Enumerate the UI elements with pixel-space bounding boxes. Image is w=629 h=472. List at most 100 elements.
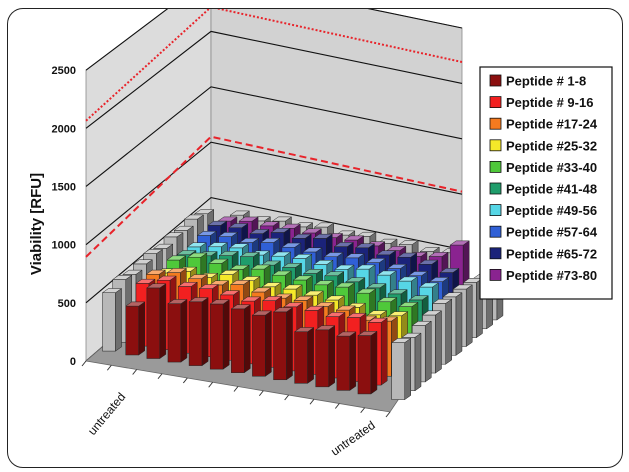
floor-tick bbox=[233, 386, 239, 392]
bar-top-face bbox=[272, 307, 294, 313]
legend: Peptide # 1-8 Peptide # 9-16 Peptide #17-2… bbox=[479, 66, 613, 300]
bar-top-face bbox=[312, 233, 334, 239]
bar-peptide-1-8-12 bbox=[357, 330, 378, 395]
legend-swatch bbox=[489, 268, 502, 281]
bar-top-face bbox=[198, 284, 220, 289]
bar-side-face bbox=[115, 288, 122, 352]
bar-peptide-1-8-4 bbox=[188, 297, 209, 367]
bar-top-face bbox=[261, 282, 282, 288]
bar-top-face bbox=[367, 317, 389, 323]
bar-top-face bbox=[386, 264, 408, 269]
bar-top-face bbox=[292, 275, 314, 281]
floor-tick bbox=[81, 360, 87, 367]
bar-top-face bbox=[407, 271, 429, 276]
bar-top-face bbox=[271, 270, 293, 276]
bar-top-face bbox=[324, 295, 346, 301]
gridline bbox=[85, 141, 463, 246]
bar-top-face bbox=[344, 253, 366, 259]
bar-side-face bbox=[159, 283, 167, 360]
bar-side-face bbox=[445, 298, 452, 365]
legend-box bbox=[479, 66, 613, 300]
bar-front-face bbox=[252, 314, 266, 377]
bar-peptide-1-8-1 bbox=[124, 301, 146, 356]
bar-top-face bbox=[375, 250, 397, 256]
bar-top-face bbox=[325, 312, 346, 317]
bar-peptide-1-8-11 bbox=[336, 331, 357, 391]
bar-side-face bbox=[307, 327, 314, 384]
bar-top-face bbox=[239, 252, 261, 257]
chart-frame: 0 500 1000 1500 2000 2500 Viability [RFU] unt… bbox=[7, 8, 623, 468]
bar-side-face bbox=[138, 301, 145, 356]
bar-top-face bbox=[135, 278, 156, 284]
floor-tick bbox=[258, 390, 264, 397]
bar-peptide-1-8-6 bbox=[230, 304, 252, 374]
bar-top-face bbox=[431, 298, 453, 304]
legend-swatch bbox=[489, 139, 502, 152]
bar-front-face bbox=[357, 335, 372, 395]
reference-line-dotted bbox=[85, 9, 463, 122]
bar-top-face bbox=[333, 242, 355, 247]
bar-top-face bbox=[366, 283, 387, 289]
bar-top-face bbox=[219, 270, 240, 275]
bar-top-face bbox=[293, 295, 314, 301]
bar-top-face bbox=[101, 288, 123, 293]
bar-top-face bbox=[124, 301, 146, 307]
bar-side-face bbox=[414, 332, 422, 392]
bar-top-face bbox=[188, 297, 209, 303]
bar-top-face bbox=[217, 232, 239, 237]
bar-front-face bbox=[102, 292, 116, 352]
bar-peptide-1-8-7 bbox=[251, 310, 273, 377]
bar-top-face bbox=[208, 258, 229, 264]
legend-label: Peptide # 9-16 bbox=[506, 95, 593, 110]
bar-front-face bbox=[391, 342, 405, 400]
legend-label: Peptide # 1-8 bbox=[506, 74, 586, 89]
bar-side-face bbox=[180, 299, 188, 363]
bar-top-face bbox=[193, 209, 215, 214]
bar-top-face bbox=[304, 305, 325, 311]
bar-peptide-1-8-5 bbox=[209, 299, 230, 370]
bar-top-face bbox=[251, 310, 273, 316]
bar-top-face bbox=[428, 277, 450, 282]
bar-side-face bbox=[201, 297, 209, 367]
bar-top-face bbox=[145, 269, 167, 275]
floor-tick bbox=[334, 403, 340, 409]
bar-top-face bbox=[411, 321, 433, 326]
bar-top-face bbox=[313, 260, 334, 265]
bar-top-face bbox=[249, 229, 270, 234]
bar-top-face bbox=[421, 310, 443, 316]
bar-top-face bbox=[282, 302, 304, 308]
bar-top-face bbox=[173, 225, 195, 231]
bar-front-face bbox=[146, 287, 161, 359]
bar-top-face bbox=[356, 231, 377, 237]
legend-swatch bbox=[489, 160, 502, 173]
bar-top-face bbox=[250, 264, 271, 270]
bar-top-face bbox=[334, 264, 355, 270]
bar-front-face bbox=[273, 311, 287, 381]
bar-top-face bbox=[439, 268, 460, 273]
gridline bbox=[85, 9, 463, 71]
bar-top-face bbox=[313, 222, 335, 228]
y-tick-label: 1000 bbox=[52, 240, 76, 252]
bar-side-face bbox=[404, 337, 411, 401]
bar-peptide-1-8-2 bbox=[146, 283, 167, 360]
legend-swatch bbox=[489, 247, 502, 260]
bar-chart-3d: 0 500 1000 1500 2000 2500 Viability [RFU] unt… bbox=[28, 9, 613, 459]
bar-top-face bbox=[163, 232, 184, 238]
bar-top-face bbox=[270, 251, 292, 257]
y-tick-label: 1500 bbox=[52, 181, 76, 193]
bar-top-face bbox=[229, 210, 251, 216]
bar-top-face bbox=[366, 310, 388, 316]
legend-label: Peptide #57-64 bbox=[506, 225, 598, 240]
bar-top-face bbox=[207, 242, 229, 248]
bar-top-face bbox=[167, 299, 188, 304]
bar-top-face bbox=[230, 304, 252, 310]
bar-top-face bbox=[165, 255, 187, 261]
bar-front-face bbox=[125, 305, 139, 356]
bar-top-face bbox=[354, 243, 376, 249]
reference-line-dashed bbox=[85, 135, 463, 258]
bar-top-face bbox=[281, 242, 302, 248]
bar-top-face bbox=[376, 270, 398, 276]
bar-top-face bbox=[270, 228, 291, 233]
bar-top-face bbox=[111, 275, 133, 280]
reference-lines bbox=[85, 9, 463, 258]
